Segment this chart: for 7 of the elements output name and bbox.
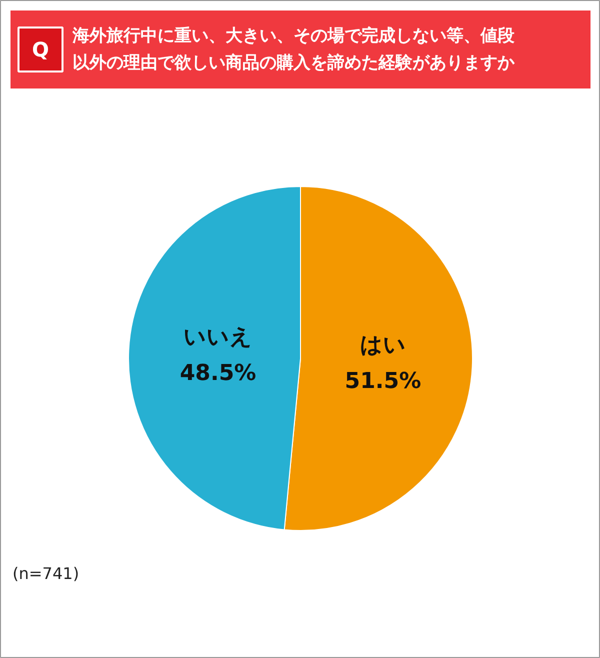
chart-title: 海外旅行中に重い、大きい、その場で完成しない等、値段以外の理由で欲しい商品の購入を諦めた経験がありますか (72, 26, 516, 73)
slice-label: いいえ (184, 325, 253, 350)
text: Q (32, 38, 50, 62)
slice-label: はい (360, 332, 406, 358)
text: (n=741) (12, 564, 80, 583)
data-label: 51.5% (344, 368, 422, 394)
data-label: 48.5% (180, 361, 256, 386)
